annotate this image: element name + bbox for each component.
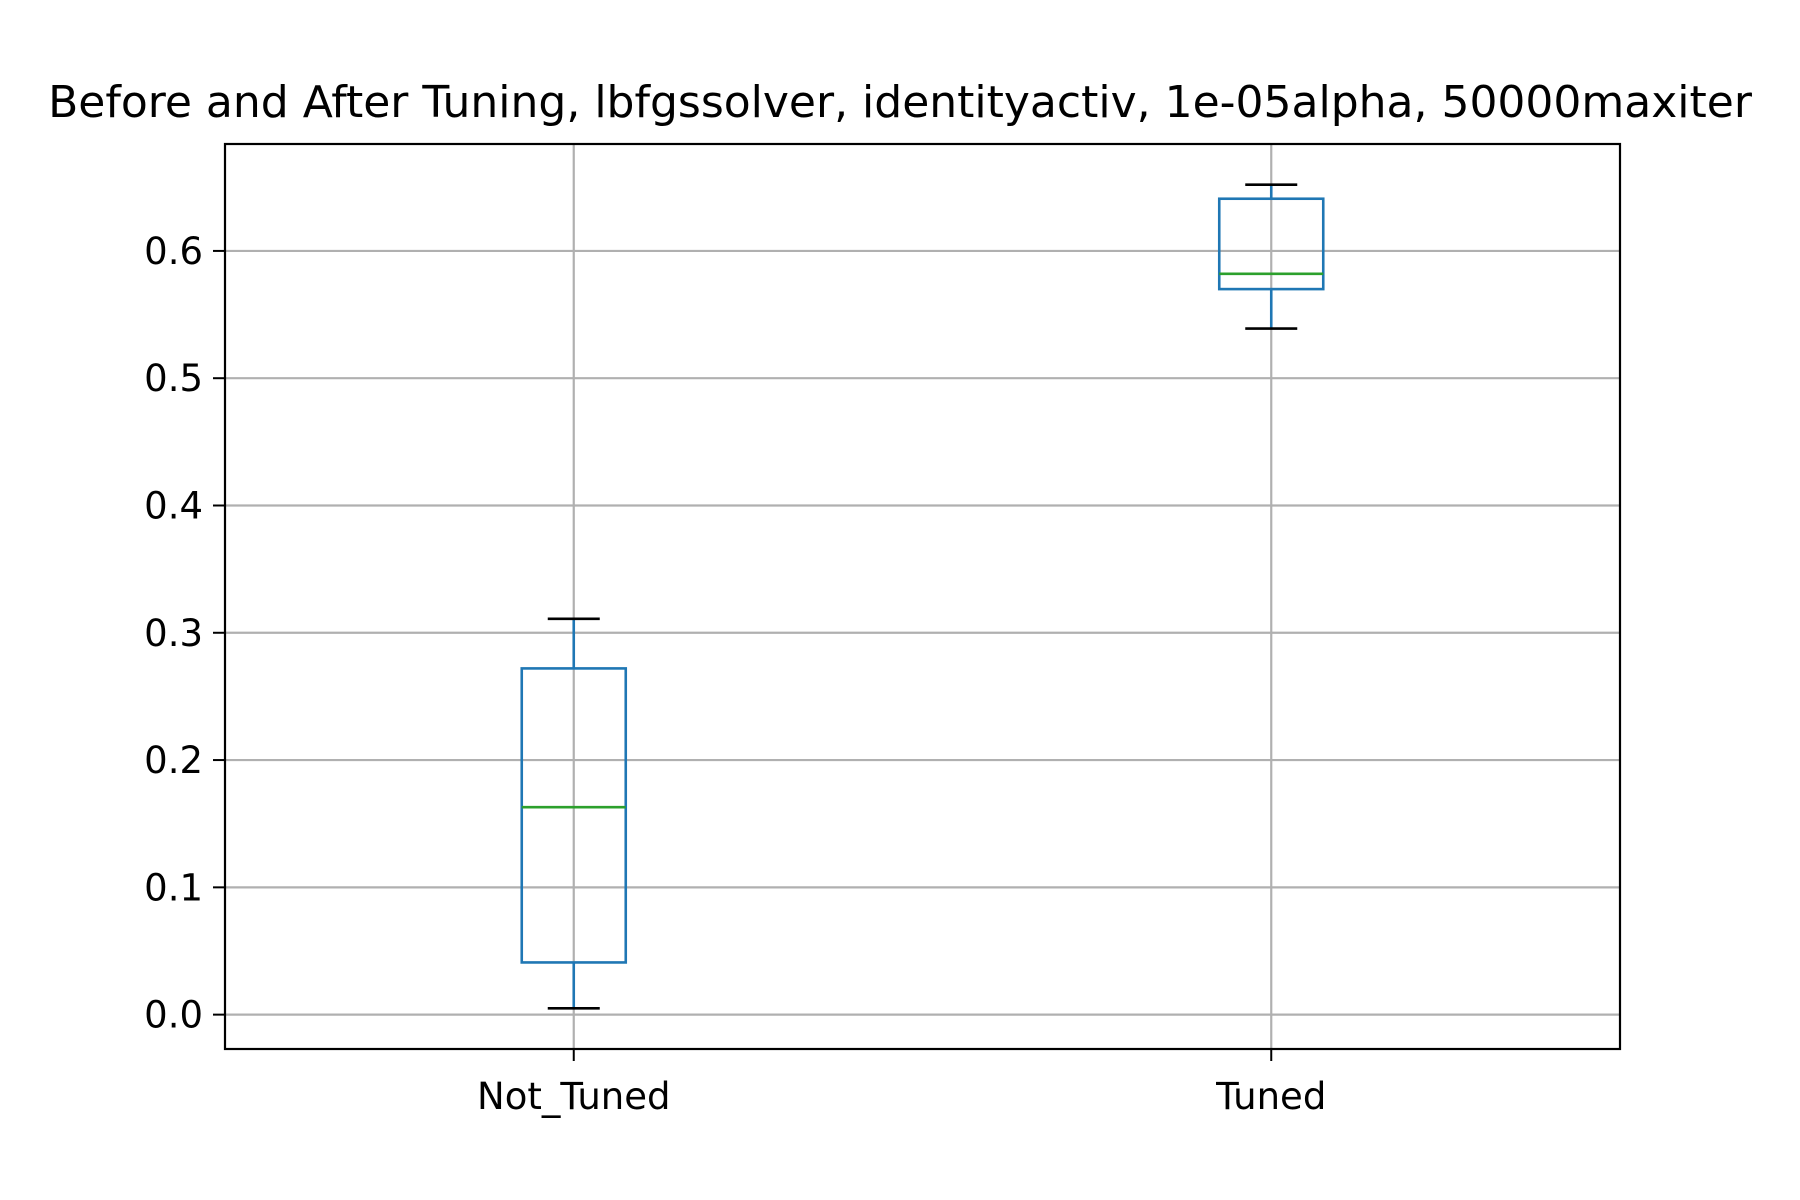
grid-layer bbox=[225, 144, 1620, 1049]
y-tick-label: 0.3 bbox=[144, 612, 203, 655]
y-tick-label: 0.5 bbox=[144, 357, 203, 400]
box-not-tuned bbox=[520, 617, 628, 1010]
label-layer: 0.0 0.1 0.2 0.3 0.4 0.5 0.6 Not_Tuned Tuned bbox=[144, 230, 1326, 1118]
y-tick-label: 0.6 bbox=[144, 230, 203, 273]
y-tick-label: 0.0 bbox=[144, 994, 203, 1037]
box-layer bbox=[520, 183, 1325, 1010]
y-tick-label: 0.2 bbox=[144, 739, 203, 782]
iqr-box bbox=[1217, 197, 1325, 291]
iqr-box bbox=[520, 667, 628, 964]
axes-layer bbox=[213, 142, 1622, 1061]
box-tuned bbox=[1217, 183, 1325, 330]
y-tick-label: 0.4 bbox=[144, 484, 203, 527]
y-tick-label: 0.1 bbox=[144, 866, 203, 909]
axes-frame bbox=[223, 142, 1622, 1051]
chart-title: Before and After Tuning, lbfgssolver, id… bbox=[48, 77, 1753, 128]
x-tick-label: Not_Tuned bbox=[477, 1075, 670, 1118]
x-tick-label: Tuned bbox=[1215, 1075, 1326, 1118]
